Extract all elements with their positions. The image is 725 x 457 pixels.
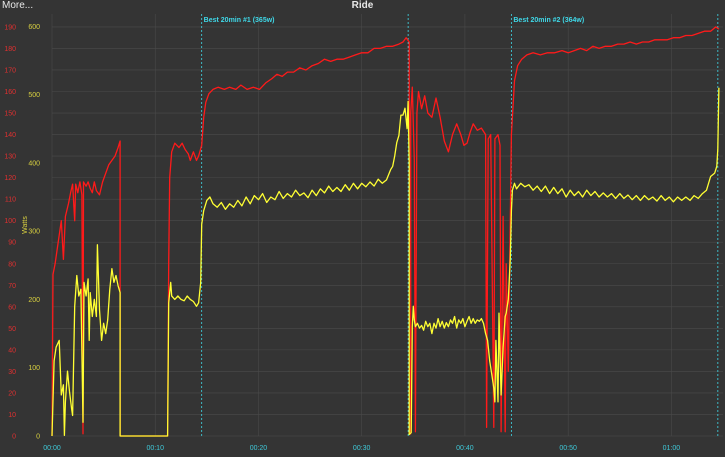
x-tick-label: 00:50	[559, 445, 577, 452]
left-tick-label: 0	[12, 434, 16, 441]
left-tick-label: 20	[8, 390, 16, 397]
right-axis-title: Watts	[22, 216, 29, 234]
x-tick-label: 00:20	[250, 445, 268, 452]
right-tick-label: 400	[28, 160, 40, 167]
left-tick-label: 190	[4, 24, 16, 31]
right-tick-label: 500	[28, 92, 40, 99]
left-tick-label: 30	[8, 369, 16, 376]
left-tick-label: 80	[8, 261, 16, 268]
left-tick-label: 50	[8, 326, 16, 333]
left-tick-label: 140	[4, 132, 16, 139]
grid-lines	[51, 14, 723, 437]
chart-title: Ride	[351, 0, 374, 11]
left-tick-label: 130	[4, 154, 16, 161]
x-tick-label: 00:30	[353, 445, 371, 452]
interval-markers: Best 20min #1 (365w) Best 20min #2 (364w)	[201, 14, 719, 436]
left-tick-label: 180	[4, 46, 16, 53]
left-tick-label: 170	[4, 67, 16, 74]
right-tick-label: 200	[28, 297, 40, 304]
x-tick-label: 01:00	[663, 445, 681, 452]
right-tick-label: 300	[28, 229, 40, 236]
right-tick-label: 100	[28, 365, 40, 372]
left-tick-label: 160	[4, 89, 16, 96]
x-tick-label: 00:40	[456, 445, 474, 452]
left-axis-ticks: 0 10 20 30 40 50 60 70 80 90 100 110 120 130 140 150 160…	[4, 24, 16, 440]
left-tick-label: 10	[8, 412, 16, 419]
left-tick-label: 150	[4, 111, 16, 118]
more-menu-button[interactable]: More...	[2, 0, 34, 11]
left-tick-label: 40	[8, 347, 16, 354]
right-tick-label: 600	[28, 24, 40, 31]
chart-header: More... Ride	[0, 0, 725, 14]
series-lines	[51, 26, 720, 437]
interval-label: Best 20min #2 (364w)	[513, 17, 584, 24]
right-tick-label: 0	[36, 434, 40, 441]
left-tick-label: 100	[4, 218, 16, 225]
right-axis-ticks: 0 100 200 300 400 500 600	[28, 24, 40, 441]
x-tick-label: 00:10	[146, 445, 164, 452]
left-tick-label: 90	[8, 240, 16, 247]
power-line	[51, 87, 720, 437]
interval-label: Best 20min #1 (365w)	[204, 17, 275, 24]
x-tick-label: 00:00	[43, 445, 61, 452]
left-tick-label: 60	[8, 304, 16, 311]
x-axis-ticks: 00:00 00:10 00:20 00:30 00:40 00:50 01:00	[43, 445, 680, 452]
left-tick-label: 110	[5, 197, 16, 204]
left-tick-label: 120	[4, 175, 16, 182]
left-tick-label: 70	[8, 283, 16, 290]
heart-rate-line	[51, 26, 720, 437]
